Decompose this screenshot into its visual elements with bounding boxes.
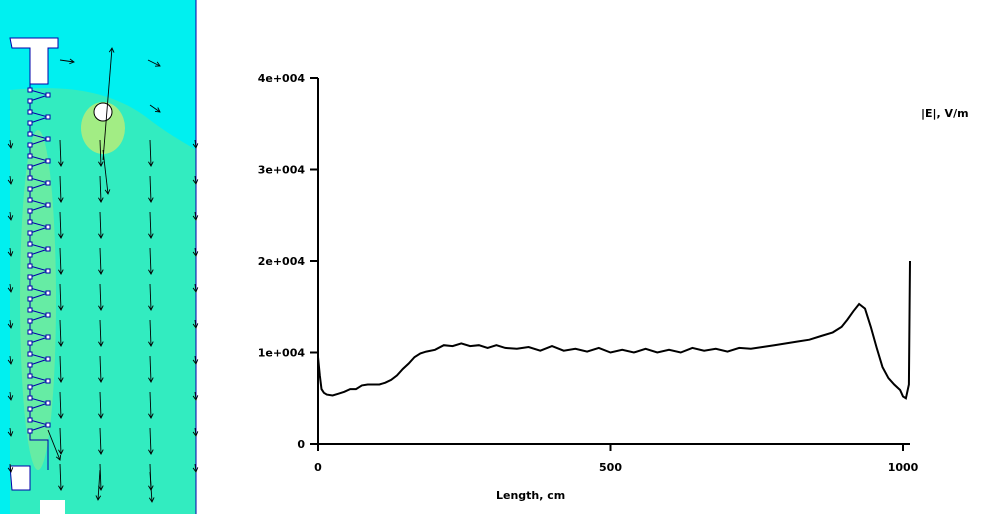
y-tick-label: 3e+004 bbox=[258, 164, 306, 177]
y-axis-title: |E|, V/m bbox=[921, 107, 969, 120]
x-tick-label: 1000 bbox=[888, 461, 919, 474]
x-axis-title: Length, cm bbox=[496, 489, 565, 502]
y-tick-label: 4e+004 bbox=[258, 72, 306, 85]
y-tick-label: 2e+004 bbox=[258, 255, 306, 268]
y-tick-label: 1e+004 bbox=[258, 347, 306, 360]
x-tick-label: 0 bbox=[314, 461, 322, 474]
field-magnitude-curve bbox=[318, 261, 910, 398]
x-tick-label: 500 bbox=[599, 461, 622, 474]
y-tick-label: 0 bbox=[297, 438, 305, 451]
